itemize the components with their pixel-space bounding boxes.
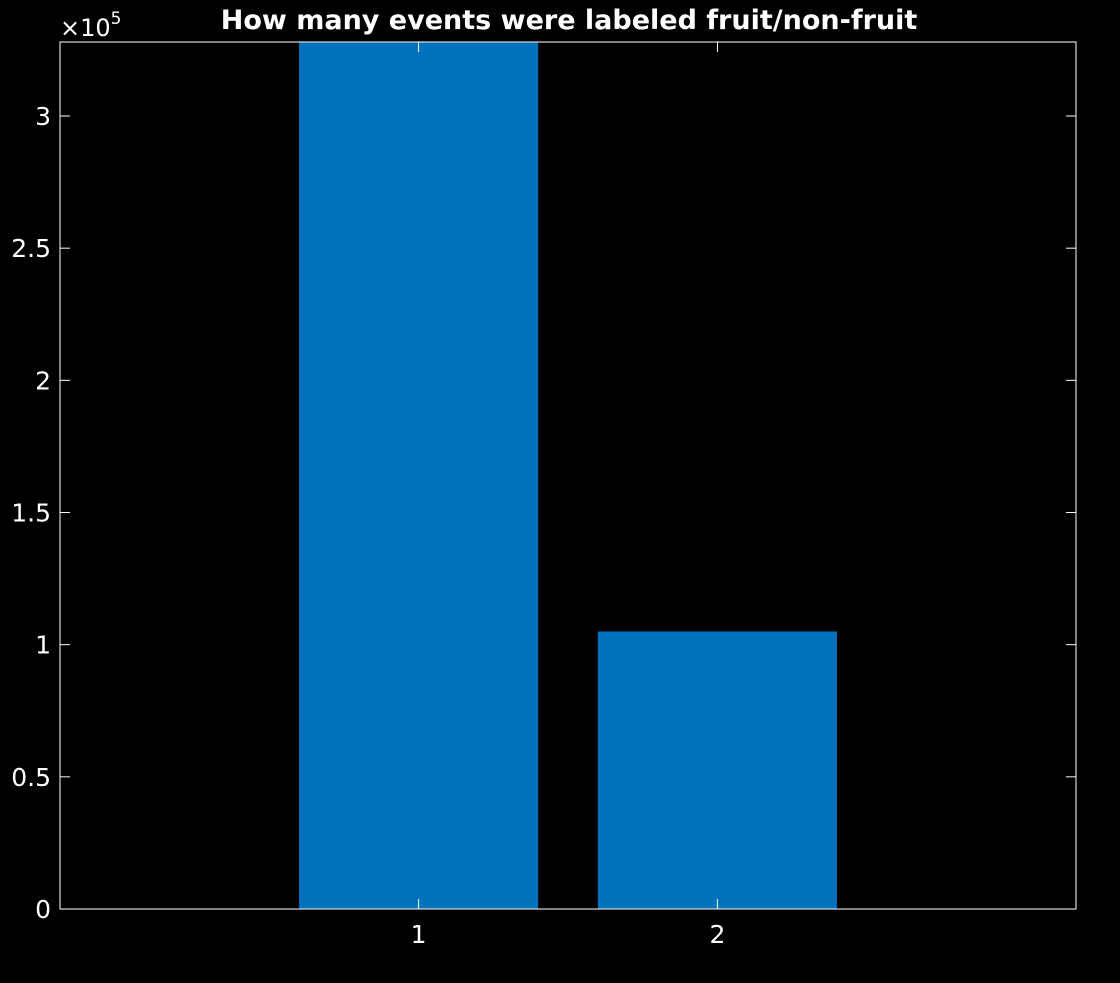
y-multiplier-exponent: 5	[111, 9, 122, 29]
y-tick-label: 0	[35, 895, 51, 924]
y-axis-multiplier: ×105	[60, 9, 121, 42]
bar-1	[299, 42, 539, 909]
y-multiplier-base: ×10	[60, 14, 111, 42]
bar-2	[597, 631, 837, 909]
chart-title: How many events were labeled fruit/non-f…	[221, 5, 918, 36]
y-tick-label: 1.5	[11, 499, 51, 528]
axes-layer: 0 0.5 1 1.5 2 2.5 3 1 2	[11, 41, 1077, 949]
x-tick-label: 2	[709, 920, 725, 949]
y-tick-label: 2.5	[11, 234, 51, 263]
y-tick-label: 1	[35, 631, 51, 660]
y-tick-label: 0.5	[11, 763, 51, 792]
x-tick-label: 1	[411, 920, 427, 949]
y-tick-label: 2	[35, 366, 51, 395]
bars-layer	[299, 42, 837, 909]
plot-frame	[59, 41, 1077, 910]
y-tick-label: 3	[35, 102, 51, 131]
